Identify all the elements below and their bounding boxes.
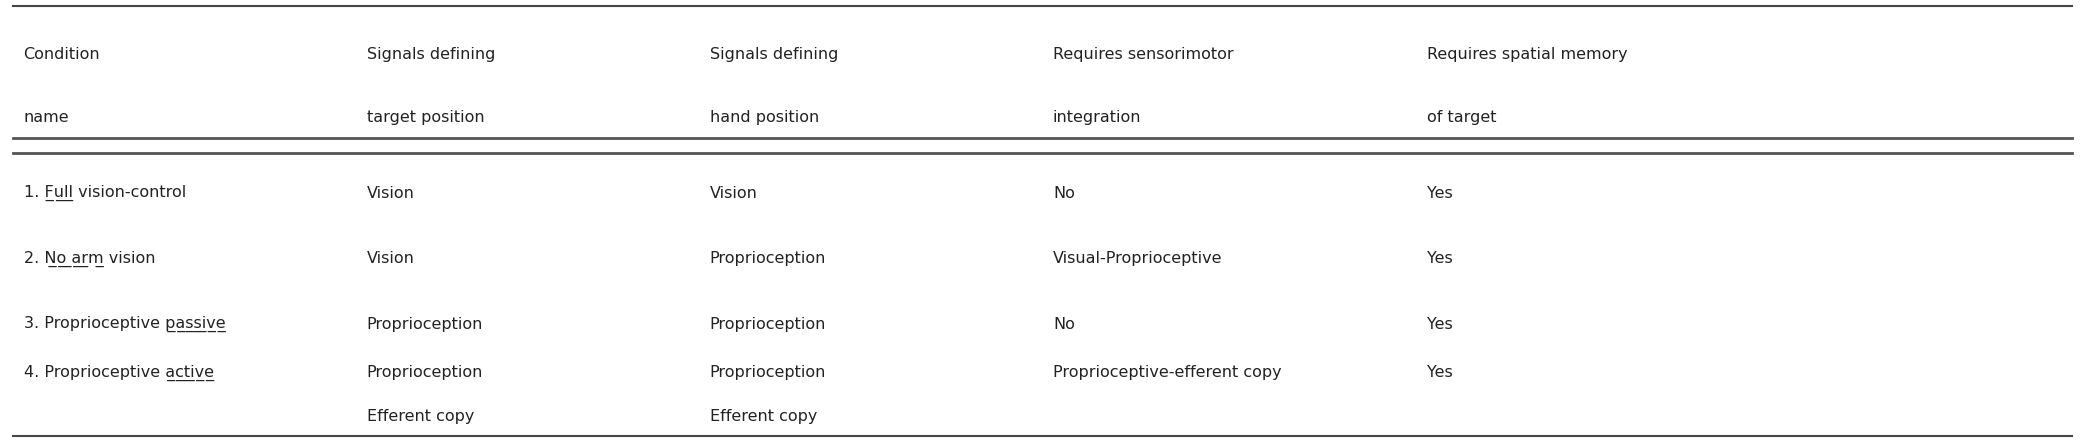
Text: Signals defining: Signals defining — [709, 47, 838, 62]
Text: 2. N̲o̲ ̲a̲r̲m̲ vision: 2. N̲o̲ ̲a̲r̲m̲ vision — [23, 251, 154, 267]
Text: Proprioception: Proprioception — [367, 317, 484, 332]
Text: Vision: Vision — [367, 186, 415, 201]
Text: Requires spatial memory: Requires spatial memory — [1428, 47, 1628, 62]
Text: Proprioception: Proprioception — [709, 251, 826, 266]
Text: No: No — [1053, 317, 1074, 332]
Text: Proprioceptive-efferent copy: Proprioceptive-efferent copy — [1053, 365, 1282, 380]
Text: Requires sensorimotor: Requires sensorimotor — [1053, 47, 1234, 62]
Text: 4. Proprioceptive a̲c̲t̲i̲v̲e̲: 4. Proprioceptive a̲c̲t̲i̲v̲e̲ — [23, 364, 213, 381]
Text: Proprioception: Proprioception — [709, 365, 826, 380]
Text: Yes: Yes — [1428, 365, 1453, 380]
Text: Efferent copy: Efferent copy — [367, 408, 473, 424]
Text: Condition: Condition — [23, 47, 100, 62]
Text: Proprioception: Proprioception — [709, 317, 826, 332]
Text: Proprioception: Proprioception — [367, 365, 484, 380]
Text: Efferent copy: Efferent copy — [709, 408, 817, 424]
Text: of target: of target — [1428, 110, 1497, 125]
Text: Yes: Yes — [1428, 317, 1453, 332]
Text: name: name — [23, 110, 69, 125]
Text: Yes: Yes — [1428, 186, 1453, 201]
Text: 1. F̲u̲l̲l̲ vision-control: 1. F̲u̲l̲l̲ vision-control — [23, 185, 186, 201]
Text: Signals defining: Signals defining — [367, 47, 494, 62]
Text: hand position: hand position — [709, 110, 819, 125]
Text: Vision: Vision — [709, 186, 757, 201]
Text: Visual-Proprioceptive: Visual-Proprioceptive — [1053, 251, 1222, 266]
Text: 3. Proprioceptive p̲a̲s̲s̲i̲v̲e̲: 3. Proprioceptive p̲a̲s̲s̲i̲v̲e̲ — [23, 316, 225, 332]
Text: integration: integration — [1053, 110, 1140, 125]
Text: Vision: Vision — [367, 251, 415, 266]
Text: No: No — [1053, 186, 1074, 201]
Text: target position: target position — [367, 110, 484, 125]
Text: Yes: Yes — [1428, 251, 1453, 266]
